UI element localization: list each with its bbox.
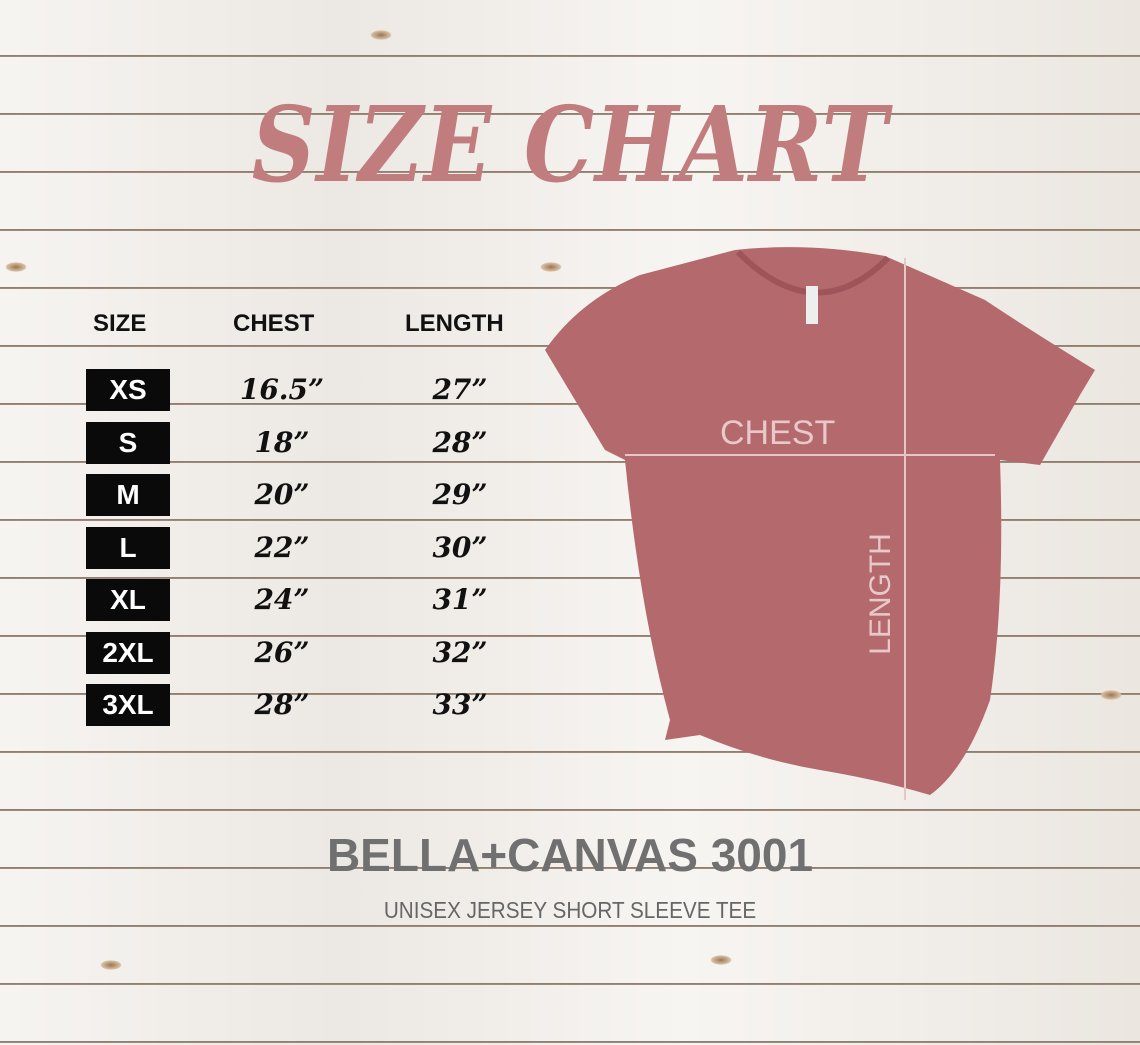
product-name: UNISEX JERSEY SHORT SLEEVE TEE — [383, 897, 757, 923]
wood-knot — [370, 30, 392, 40]
header-length: LENGTH — [405, 310, 504, 337]
label-tag — [806, 286, 818, 324]
chest-label: CHEST — [720, 414, 836, 452]
length-value: 27” — [432, 373, 488, 406]
chest-value: 20” — [254, 478, 310, 511]
chest-value: 16.5” — [239, 373, 325, 406]
size-badge: L — [86, 526, 170, 569]
size-badge: XS — [86, 369, 170, 411]
header-size: SIZE — [93, 310, 147, 337]
size-badge: XL — [86, 579, 170, 621]
wood-knot — [100, 960, 122, 970]
size-badge: 2XL — [86, 631, 170, 674]
wood-knot — [1100, 690, 1122, 700]
length-value: 30” — [432, 530, 488, 564]
chest-value: 24” — [254, 583, 310, 616]
length-value: 32” — [432, 635, 488, 669]
length-label: LENGTH — [863, 533, 897, 655]
tshirt-image — [545, 247, 1095, 795]
size-badge: M — [86, 474, 170, 516]
chest-value: 18” — [254, 425, 310, 459]
size-badge: S — [86, 421, 170, 464]
page-title: SIZE CHART — [251, 83, 889, 206]
header-chest: CHEST — [233, 310, 315, 337]
wood-knot — [540, 262, 562, 272]
chest-value: 28” — [254, 688, 310, 721]
chest-value: 26” — [254, 635, 310, 669]
length-value: 28” — [432, 425, 488, 459]
wood-knot — [710, 955, 732, 965]
size-badge: 3XL — [86, 684, 170, 726]
length-value: 31” — [432, 583, 488, 616]
length-value: 33” — [432, 688, 488, 721]
wood-knot — [5, 262, 27, 272]
brand-name: BELLA+CANVAS 3001 — [326, 829, 814, 881]
length-value: 29” — [432, 478, 488, 511]
chest-value: 22” — [254, 530, 310, 564]
